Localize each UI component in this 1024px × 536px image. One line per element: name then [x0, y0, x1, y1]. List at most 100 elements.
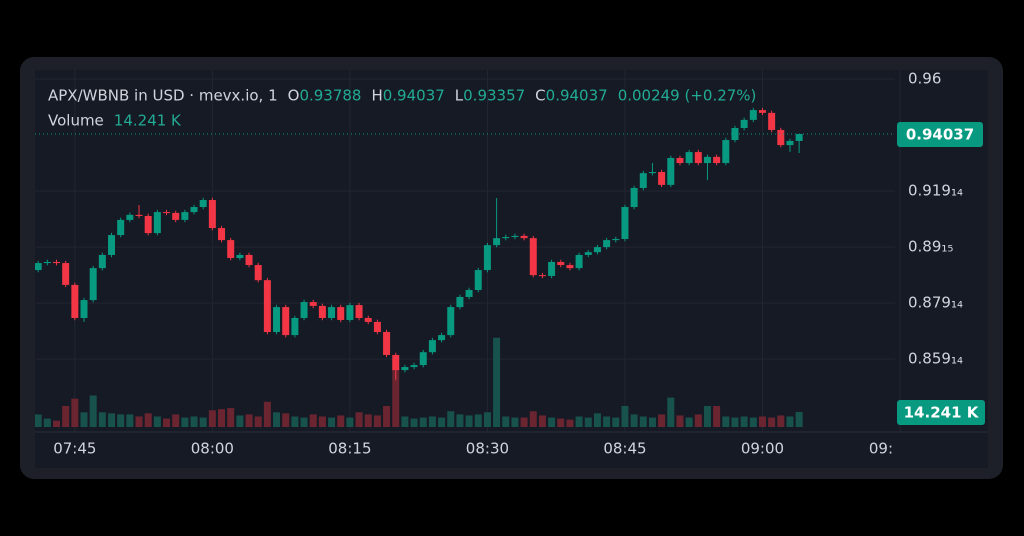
- volume-bar: [483, 412, 491, 427]
- volume-bar: [566, 419, 574, 427]
- x-tick-label: 08:00: [191, 440, 234, 458]
- candle-body: [768, 112, 776, 130]
- volume-bar: [89, 395, 97, 427]
- volume-badge: [897, 400, 985, 426]
- candle-body: [108, 235, 116, 255]
- volume-bar: [153, 416, 161, 427]
- candle-body: [135, 214, 143, 216]
- volume-bar: [227, 408, 235, 427]
- candle-body: [199, 200, 207, 208]
- volume-bar: [208, 410, 216, 427]
- last-price-label: 0.94037: [906, 125, 974, 143]
- volume-bar: [117, 414, 125, 427]
- volume-bar: [144, 413, 152, 427]
- candle-body: [548, 261, 556, 276]
- volume-bar: [557, 418, 565, 427]
- y-tick-label: 0.859₁₄: [908, 350, 963, 368]
- candle-body: [483, 245, 491, 271]
- volume-bar: [218, 409, 226, 427]
- candle-body: [263, 280, 271, 333]
- volume-bar: [401, 416, 409, 427]
- y-tick-label: 0.879₁₄: [908, 294, 963, 312]
- volume-bar: [447, 411, 455, 427]
- x-tick-label: 09:: [869, 440, 893, 458]
- candle-body: [428, 340, 436, 353]
- candle-body: [713, 156, 721, 164]
- legend-letter: O: [288, 87, 300, 105]
- candle-body: [153, 212, 161, 234]
- volume-bar: [520, 417, 528, 427]
- candle-body: [328, 307, 336, 318]
- volume-bar: [603, 416, 611, 427]
- candle-body: [80, 300, 88, 318]
- volume-bar: [529, 411, 537, 427]
- volume-bar: [300, 417, 308, 427]
- volume-badge-label: 14.241 K: [904, 404, 980, 422]
- x-tick-label: 08:15: [328, 440, 371, 458]
- candle-body: [667, 157, 675, 185]
- volume-bar: [722, 416, 730, 427]
- candle-body: [190, 207, 198, 213]
- candle-body: [71, 284, 79, 318]
- volume-bar: [538, 415, 546, 427]
- volume-bar: [62, 406, 70, 427]
- volume-bar: [383, 406, 391, 427]
- y-tick-label: 0.919₁₄: [908, 182, 963, 200]
- candle-body: [35, 263, 42, 271]
- candle-body: [740, 119, 748, 129]
- candle-body: [584, 252, 592, 255]
- candle-body: [254, 265, 262, 281]
- volume-bar: [685, 417, 693, 427]
- volume-bar: [355, 412, 363, 427]
- candle-body: [245, 254, 253, 266]
- candle-body: [630, 187, 638, 208]
- candle-body: [401, 367, 409, 371]
- volume-bar: [428, 416, 436, 427]
- candle-body: [53, 261, 61, 264]
- legend-change: 0.00249 (+0.27%): [618, 87, 757, 105]
- last-price-badge: [897, 121, 983, 147]
- candle-body: [346, 305, 354, 320]
- candle-body: [566, 265, 574, 269]
- volume-bar: [53, 420, 61, 427]
- candle-body: [612, 238, 620, 241]
- volume-bar: [181, 417, 189, 427]
- candle-body: [236, 254, 244, 259]
- candle-body: [749, 110, 757, 120]
- legend-title: APX/WBNB in USD · mevx.io, 1: [48, 87, 278, 105]
- candle-body: [273, 307, 281, 333]
- candle-body: [538, 275, 546, 277]
- y-tick-label: 0.96: [908, 69, 941, 87]
- legend-value: 0.94037: [383, 87, 445, 105]
- candle-body: [520, 235, 528, 239]
- volume-bar: [777, 415, 785, 427]
- x-tick-label: 09:00: [741, 440, 784, 458]
- axes: 0.96 0.919₁₄ 0.89₁₅ 0.879₁₄ 0.859₁₄ 07:45 08:0…: [35, 69, 988, 458]
- plot-background: [35, 70, 988, 468]
- candle-body: [181, 212, 189, 220]
- volume-bar: [163, 418, 171, 427]
- volume-bar: [593, 413, 601, 427]
- volume-bar: [768, 417, 776, 427]
- candle-body: [62, 263, 70, 285]
- volume-bar: [108, 413, 116, 427]
- candle-body: [575, 254, 583, 269]
- volume-bar: [630, 414, 638, 427]
- volume-bar: [392, 368, 400, 427]
- volume-bar: [758, 416, 766, 427]
- candle-body: [639, 173, 647, 188]
- volume-bar: [291, 416, 299, 427]
- candle-body: [208, 200, 216, 229]
- volume-bar: [639, 416, 647, 427]
- candle-body: [337, 307, 345, 320]
- x-tick-label: 08:30: [466, 440, 509, 458]
- volume-bar: [548, 417, 556, 427]
- candle-body: [676, 157, 684, 164]
- candle-body: [163, 212, 171, 214]
- y-tick-label: 0.89₁₅: [908, 238, 953, 256]
- candle-body: [300, 302, 308, 318]
- volume-bar: [474, 414, 482, 427]
- volume-bar: [410, 418, 418, 427]
- candle-body: [511, 235, 519, 238]
